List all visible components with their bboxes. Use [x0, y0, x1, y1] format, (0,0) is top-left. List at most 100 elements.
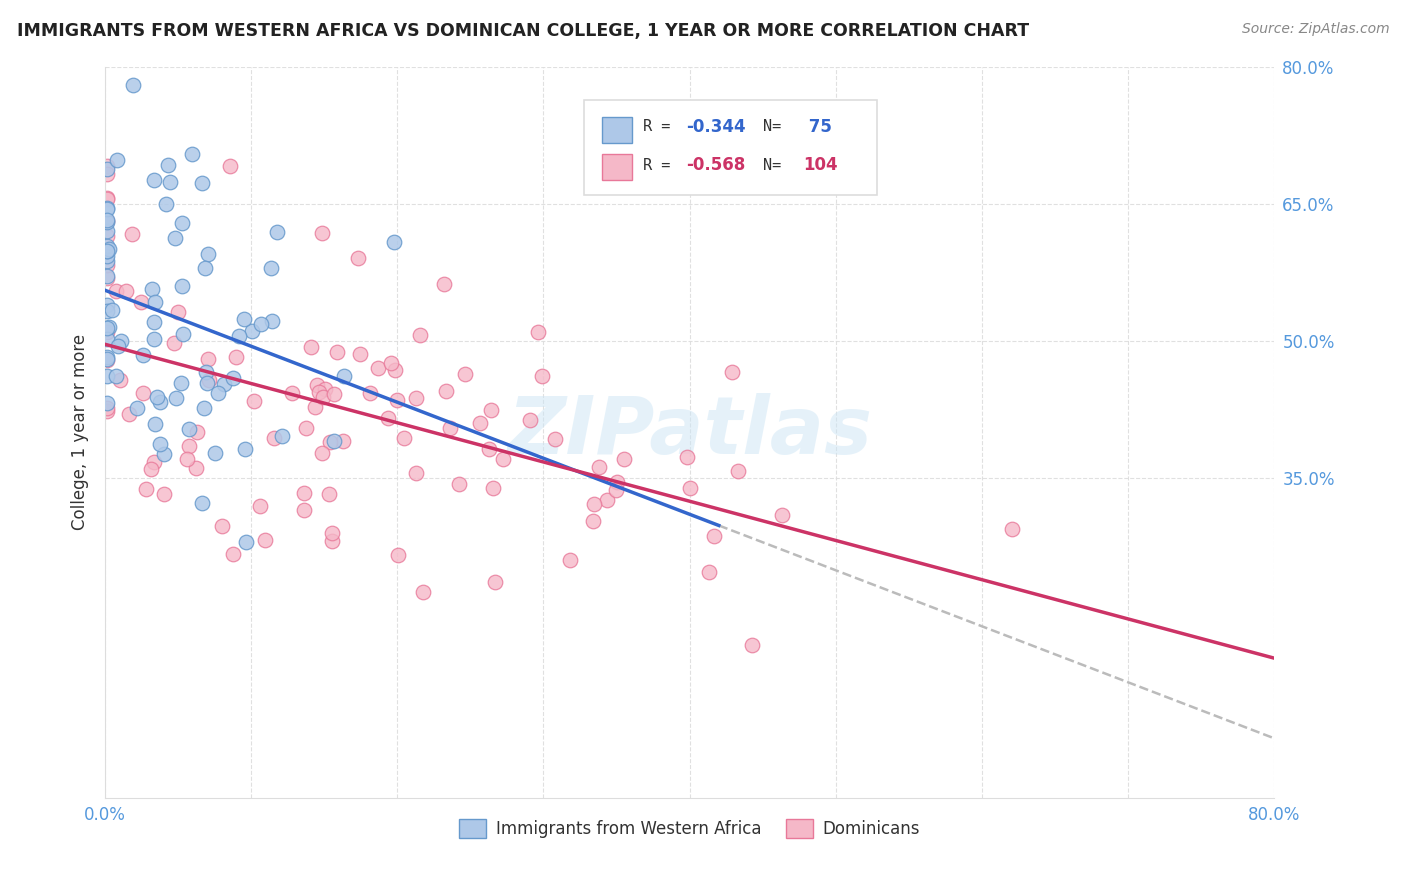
Immigrants from Western Africa	[260, 313, 283, 327]
Immigrants from Western Africa	[143, 294, 166, 309]
Immigrants from Western Africa	[260, 260, 283, 275]
Immigrants from Western Africa	[96, 321, 118, 335]
Dominicans	[292, 502, 315, 516]
Immigrants from Western Africa	[233, 312, 256, 326]
Dominicans	[384, 363, 406, 377]
Dominicans	[96, 159, 118, 173]
Immigrants from Western Africa	[384, 235, 406, 250]
Immigrants from Western Africa	[96, 368, 118, 383]
Immigrants from Western Africa	[266, 225, 288, 239]
Immigrants from Western Africa	[172, 279, 194, 293]
Immigrants from Western Africa	[96, 201, 118, 215]
Dominicans	[605, 483, 627, 498]
Text: 75: 75	[803, 118, 832, 136]
Dominicans	[243, 393, 266, 408]
Immigrants from Western Africa	[195, 365, 218, 379]
Dominicans	[198, 373, 221, 387]
Dominicans	[294, 421, 316, 435]
Dominicans	[558, 553, 581, 567]
FancyBboxPatch shape	[602, 117, 633, 144]
Legend: Immigrants from Western Africa, Dominicans: Immigrants from Western Africa, Dominica…	[453, 812, 927, 845]
Dominicans	[519, 412, 541, 426]
Dominicans	[347, 251, 370, 265]
Immigrants from Western Africa	[195, 376, 218, 390]
Immigrants from Western Africa	[96, 212, 118, 227]
Immigrants from Western Africa	[181, 147, 204, 161]
Dominicans	[118, 407, 141, 421]
Immigrants from Western Africa	[155, 197, 177, 211]
Dominicans	[697, 566, 720, 580]
Immigrants from Western Africa	[166, 391, 188, 405]
Immigrants from Western Africa	[143, 417, 166, 431]
FancyBboxPatch shape	[602, 153, 633, 180]
Immigrants from Western Africa	[96, 244, 118, 259]
Dominicans	[332, 434, 354, 448]
Immigrants from Western Africa	[107, 339, 129, 353]
Dominicans	[311, 226, 333, 240]
Immigrants from Western Africa	[322, 434, 344, 448]
Dominicans	[449, 477, 471, 491]
Immigrants from Western Africa	[170, 376, 193, 390]
Immigrants from Western Africa	[96, 303, 118, 318]
Text: Source: ZipAtlas.com: Source: ZipAtlas.com	[1241, 22, 1389, 37]
Dominicans	[478, 442, 501, 457]
Dominicans	[727, 464, 749, 478]
Immigrants from Western Africa	[204, 446, 226, 460]
Dominicans	[479, 402, 502, 417]
Immigrants from Western Africa	[96, 297, 118, 311]
Immigrants from Western Africa	[179, 422, 201, 436]
Dominicans	[606, 475, 628, 489]
Dominicans	[308, 384, 330, 399]
Immigrants from Western Africa	[96, 249, 118, 263]
Dominicans	[249, 499, 271, 513]
Immigrants from Western Africa	[143, 173, 166, 187]
FancyBboxPatch shape	[585, 100, 876, 194]
Immigrants from Western Africa	[193, 401, 215, 415]
Immigrants from Western Africa	[96, 202, 118, 216]
Immigrants from Western Africa	[142, 332, 165, 346]
Immigrants from Western Africa	[148, 437, 170, 451]
Immigrants from Western Africa	[104, 369, 127, 384]
Dominicans	[380, 356, 402, 370]
Dominicans	[679, 481, 702, 495]
Immigrants from Western Africa	[110, 334, 132, 348]
Immigrants from Western Africa	[97, 320, 120, 334]
Dominicans	[197, 351, 219, 366]
Dominicans	[703, 529, 725, 543]
Dominicans	[96, 325, 118, 339]
Immigrants from Western Africa	[194, 260, 217, 275]
Immigrants from Western Africa	[96, 350, 118, 364]
Text: R =: R =	[643, 120, 679, 134]
Dominicans	[321, 525, 343, 540]
Dominicans	[96, 270, 118, 285]
Text: 104: 104	[803, 156, 838, 174]
Dominicans	[530, 369, 553, 384]
Dominicans	[312, 390, 335, 404]
Dominicans	[114, 284, 136, 298]
Dominicans	[318, 434, 340, 449]
Dominicans	[321, 534, 343, 549]
Immigrants from Western Africa	[125, 401, 148, 415]
Dominicans	[439, 420, 461, 434]
Dominicans	[544, 433, 567, 447]
Immigrants from Western Africa	[159, 175, 181, 189]
Immigrants from Western Africa	[98, 242, 121, 256]
Immigrants from Western Africa	[228, 329, 250, 343]
Dominicans	[135, 482, 157, 496]
Dominicans	[211, 518, 233, 533]
Immigrants from Western Africa	[250, 317, 273, 331]
Immigrants from Western Africa	[143, 315, 166, 329]
Text: ZIPatlas: ZIPatlas	[508, 393, 872, 471]
Dominicans	[225, 350, 247, 364]
Dominicans	[139, 462, 162, 476]
Text: N=: N=	[763, 158, 790, 173]
Dominicans	[307, 377, 329, 392]
Dominicans	[179, 439, 201, 453]
Dominicans	[318, 487, 340, 501]
Immigrants from Western Africa	[153, 447, 176, 461]
Immigrants from Western Africa	[333, 369, 356, 384]
Dominicans	[394, 431, 416, 445]
Dominicans	[96, 213, 118, 227]
Immigrants from Western Africa	[96, 244, 118, 259]
Dominicans	[582, 497, 605, 511]
